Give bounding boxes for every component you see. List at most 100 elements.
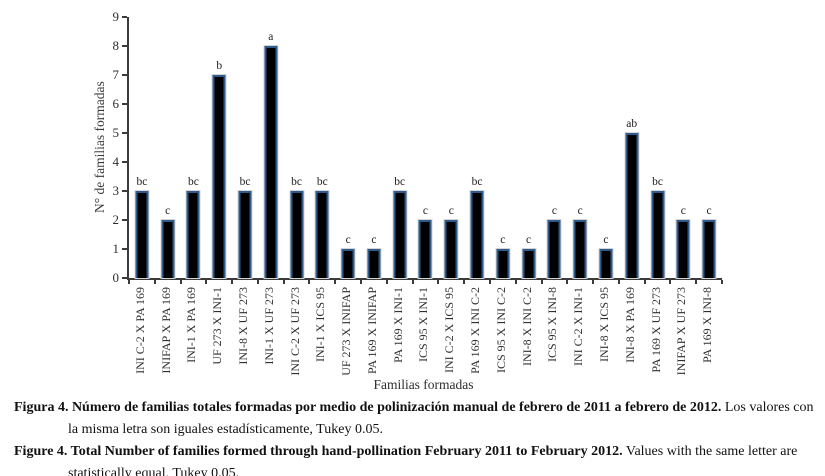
x-category-label: INI-1 X ICS 95 xyxy=(313,287,328,362)
x-category-label: INI-8 X PA 169 xyxy=(622,287,637,363)
x-category-cell: UF 273 X INI-1 xyxy=(204,287,230,365)
y-tick-mark xyxy=(122,190,127,193)
x-tick-mark xyxy=(256,280,259,284)
x-category-label: PA 169 X UF 273 xyxy=(648,287,663,373)
significance-letter: bc xyxy=(316,176,328,189)
x-tick-mark xyxy=(566,280,569,284)
bar xyxy=(263,45,279,279)
bar xyxy=(495,248,511,279)
x-tick-mark xyxy=(617,280,620,284)
significance-letter: c xyxy=(680,205,686,218)
bar-slot: bc xyxy=(129,17,155,279)
x-category-label: PA 169 X INI-8 xyxy=(700,287,715,363)
x-category-cell: ICS 95 X INI C-2 xyxy=(488,287,514,373)
bar xyxy=(134,190,150,279)
x-category-cell: UF 273 X INIFAP xyxy=(333,287,359,376)
x-tick-mark xyxy=(334,280,337,284)
x-tick-mark xyxy=(540,280,543,284)
x-tick-mark xyxy=(592,280,595,284)
bar-slot: c xyxy=(516,17,542,279)
y-tick-mark xyxy=(122,161,127,164)
caption-spanish-regular: Los valores con la misma letra son igual… xyxy=(68,400,814,437)
bar-slot: c xyxy=(155,17,181,279)
x-category-label: INI-8 X ICS 95 xyxy=(596,287,611,362)
y-tick-label: 1 xyxy=(112,241,120,257)
significance-letter: c xyxy=(500,234,506,247)
y-axis-title: N° de familias formadas xyxy=(92,81,107,214)
bar-slot: bc xyxy=(309,17,335,279)
x-category-cell: INI-8 X ICS 95 xyxy=(591,287,617,362)
y-tick-mark xyxy=(122,248,127,251)
x-tick-mark xyxy=(153,280,156,284)
x-category-cell: INI C-2 X UF 273 xyxy=(282,287,308,376)
bar-slot: c xyxy=(567,17,593,279)
bar-slot: bc xyxy=(464,17,490,279)
y-tick-mark xyxy=(122,219,127,222)
significance-letter: c xyxy=(577,205,583,218)
x-category-cell: INI-8 X UF 273 xyxy=(230,287,256,365)
significance-letter: c xyxy=(448,205,454,218)
x-tick-mark xyxy=(643,280,646,284)
bar xyxy=(521,248,537,279)
y-tick-label: 8 xyxy=(112,38,120,54)
significance-letter: ab xyxy=(626,118,638,130)
bar xyxy=(340,248,356,279)
x-category-cell: INI-1 X PA 169 xyxy=(179,287,205,363)
y-tick-label: 0 xyxy=(112,270,120,285)
x-category-label: INI C-2 X INI-1 xyxy=(571,287,586,366)
x-tick-mark xyxy=(128,280,130,284)
x-category-cell: PA 169 X UF 273 xyxy=(643,287,669,373)
y-tick-label: 7 xyxy=(112,67,120,82)
x-tick-mark xyxy=(308,280,311,284)
significance-letter: bc xyxy=(239,176,251,189)
x-category-cell: INI C-2 X PA 169 xyxy=(127,287,153,374)
bar-slot: c xyxy=(413,17,439,279)
significance-letter: c xyxy=(551,205,557,218)
x-category-label: INI C-2 X PA 169 xyxy=(132,287,147,374)
x-category-label: INI-1 X UF 273 xyxy=(261,287,276,365)
bar-slot: bc xyxy=(645,17,671,279)
x-tick-mark xyxy=(231,280,234,284)
significance-letter: bc xyxy=(291,176,303,189)
x-tick-mark xyxy=(360,280,363,284)
y-tick-mark xyxy=(122,16,127,18)
significance-letter: bc xyxy=(394,176,406,189)
caption-spanish-bold: Figura 4. Número de familias totales for… xyxy=(14,400,722,415)
bar xyxy=(211,74,227,279)
x-category-label: PA 169 X INI-1 xyxy=(390,287,405,363)
y-tick-mark xyxy=(122,103,127,106)
x-tick-mark xyxy=(721,280,723,284)
caption-english-bold: Figure 4. Total Number of families forme… xyxy=(14,444,623,459)
bar xyxy=(572,219,588,279)
bar xyxy=(160,219,176,279)
bar xyxy=(675,219,691,279)
bar-slot: c xyxy=(696,17,722,279)
x-category-cell: INIFAP X PA 169 xyxy=(153,287,179,374)
y-tick-label: 9 xyxy=(112,9,120,24)
y-tick-mark xyxy=(122,132,127,134)
caption-english-regular: Values with the same letter are statisti… xyxy=(68,444,798,476)
bar xyxy=(366,248,382,279)
bar xyxy=(314,190,330,279)
x-category-label: ICS 95 X INI C-2 xyxy=(493,287,508,373)
significance-letter: c xyxy=(345,234,351,247)
x-category-label: INIFAP X UF 273 xyxy=(674,287,689,376)
significance-letter: b xyxy=(216,60,223,72)
x-category-label: ICS 95 X INI-8 xyxy=(545,287,560,362)
x-tick-mark xyxy=(514,280,517,284)
significance-letter: bc xyxy=(471,176,483,189)
bar-slot: bc xyxy=(181,17,207,279)
x-category-cell: INI-8 X INI C-2 xyxy=(514,287,540,366)
bar xyxy=(443,219,459,279)
x-category-label: UF 273 X INIFAP xyxy=(339,287,354,376)
caption-english: Figure 4. Total Number of families forme… xyxy=(14,441,817,476)
bar-slot: b xyxy=(206,17,232,279)
bar xyxy=(185,190,201,279)
y-tick-label: 2 xyxy=(112,212,120,228)
caption-spanish: Figura 4. Número de familias totales for… xyxy=(14,397,817,441)
y-tick-mark xyxy=(122,74,127,76)
x-tick-mark xyxy=(695,280,698,284)
x-category-label: UF 273 X INI-1 xyxy=(210,287,225,365)
bar-slot: bc xyxy=(232,17,258,279)
